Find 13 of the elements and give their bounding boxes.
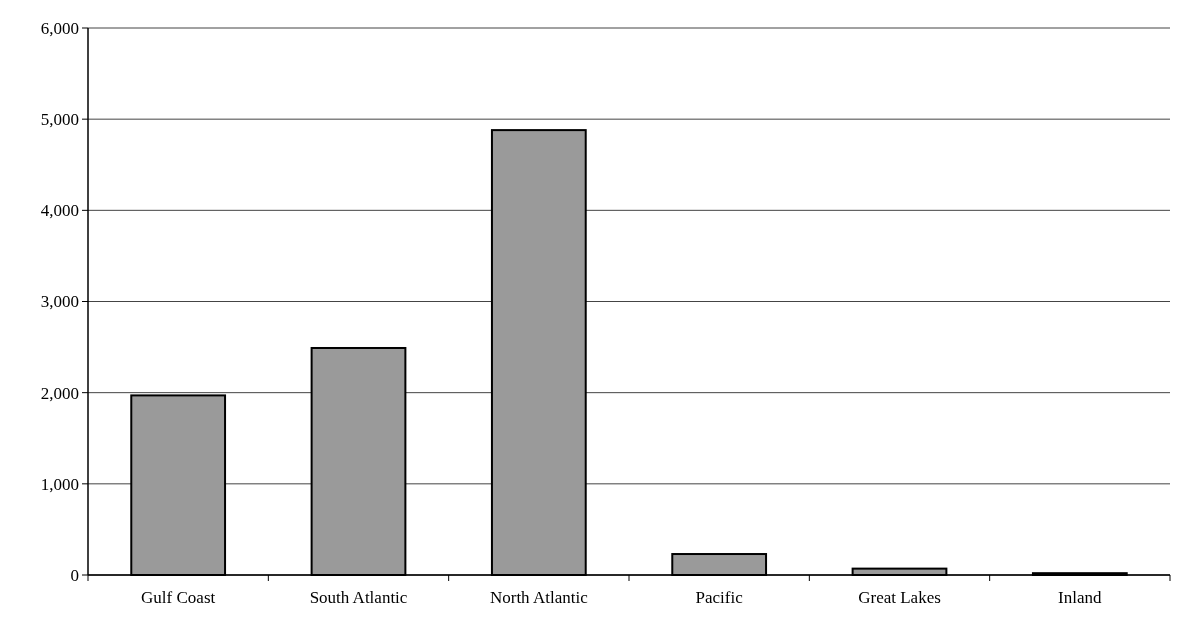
y-tick-label: 2,000 <box>40 383 79 403</box>
x-tick-label: Gulf Coast <box>141 588 216 607</box>
x-tick-label: Inland <box>1058 588 1103 607</box>
x-tick-label: North Atlantic <box>489 588 589 607</box>
y-tick-label: 4,000 <box>40 201 79 221</box>
y-tick-label: 1,000 <box>40 474 79 494</box>
x-tick-label: South Atlantic <box>309 588 408 607</box>
x-tick-label: Pacific <box>695 588 744 607</box>
y-tick-label: 3,000 <box>40 292 79 312</box>
y-tick-label: 0 <box>70 565 79 585</box>
x-tick-label: Great Lakes <box>858 588 941 607</box>
y-tick-label: 5,000 <box>40 110 79 130</box>
y-tick-label: 6,000 <box>40 18 79 38</box>
